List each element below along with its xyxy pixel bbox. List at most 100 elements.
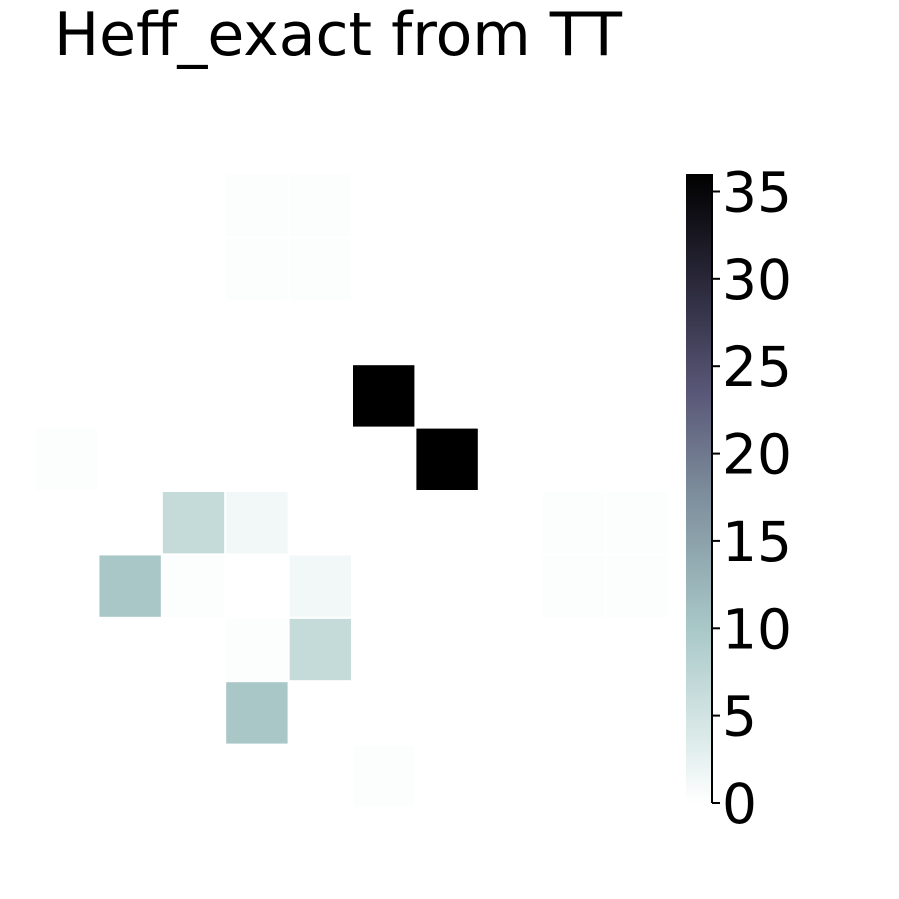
heatmap-cell bbox=[289, 301, 351, 364]
heatmap-cell bbox=[226, 682, 288, 744]
heatmap-cell bbox=[162, 555, 225, 617]
heatmap-cell bbox=[606, 492, 668, 554]
heatmap-cell bbox=[416, 492, 478, 554]
heatmap-cell bbox=[543, 428, 605, 490]
heatmap-cell bbox=[479, 238, 542, 300]
heatmap-cell bbox=[353, 618, 415, 681]
heatmap-cell bbox=[543, 365, 605, 427]
heatmap-cell bbox=[353, 428, 415, 490]
heatmap-cell bbox=[416, 301, 478, 364]
colorbar-tick-label: 30 bbox=[722, 248, 792, 312]
heatmap-cell bbox=[226, 238, 288, 300]
heatmap-cell bbox=[289, 428, 351, 490]
heatmap-cell bbox=[606, 238, 668, 300]
heatmap-cell bbox=[289, 618, 351, 681]
heatmap-cell bbox=[99, 682, 161, 744]
chart-title: Heff_exact from TT bbox=[54, 0, 623, 70]
heatmap-cell bbox=[543, 682, 605, 744]
heatmap-cell bbox=[606, 745, 668, 807]
heatmap-cell bbox=[162, 238, 225, 300]
heatmap-cell bbox=[353, 301, 415, 364]
heatmap-cell bbox=[162, 175, 225, 237]
heatmap-cell bbox=[99, 618, 161, 681]
heatmap-cell bbox=[99, 745, 161, 807]
heatmap-cell bbox=[479, 682, 542, 744]
colorbar bbox=[686, 174, 712, 803]
heatmap-cell bbox=[606, 365, 668, 427]
heatmap-cell bbox=[162, 365, 225, 427]
heatmap-cell bbox=[543, 238, 605, 300]
heatmap-cell bbox=[606, 618, 668, 681]
heatmap-cell bbox=[36, 365, 98, 427]
heatmap-cell bbox=[606, 175, 668, 237]
heatmap-cell bbox=[162, 428, 225, 490]
heatmap-cell bbox=[543, 175, 605, 237]
heatmap-cell bbox=[226, 618, 288, 681]
heatmap-cell bbox=[36, 745, 98, 807]
heatmap-cell bbox=[289, 682, 351, 744]
heatmap-cell bbox=[543, 555, 605, 617]
colorbar-tick-label: 25 bbox=[722, 335, 792, 399]
heatmap-cell bbox=[353, 492, 415, 554]
heatmap-cell bbox=[416, 682, 478, 744]
heatmap-cell bbox=[353, 745, 415, 807]
heatmap-cell bbox=[226, 365, 288, 427]
heatmap-cell bbox=[416, 428, 478, 490]
heatmap-cell bbox=[416, 618, 478, 681]
heatmap-cell bbox=[479, 745, 542, 807]
heatmap-cell bbox=[543, 745, 605, 807]
heatmap-cell bbox=[36, 618, 98, 681]
heatmap-cell bbox=[479, 618, 542, 681]
heatmap-cell bbox=[289, 555, 351, 617]
heatmap-cell bbox=[416, 745, 478, 807]
heatmap-cell bbox=[289, 745, 351, 807]
heatmap-cell bbox=[226, 745, 288, 807]
heatmap-cell bbox=[543, 618, 605, 681]
heatmap-cell bbox=[289, 365, 351, 427]
heatmap-cell bbox=[36, 301, 98, 364]
heatmap-cell bbox=[226, 301, 288, 364]
colorbar-tick-label: 15 bbox=[722, 510, 792, 574]
heatmap-cell bbox=[606, 682, 668, 744]
colorbar-tick-label: 5 bbox=[722, 685, 757, 749]
heatmap-cell bbox=[226, 428, 288, 490]
heatmap-cell bbox=[289, 238, 351, 300]
heatmap-cell bbox=[606, 301, 668, 364]
heatmap-cell bbox=[226, 555, 288, 617]
heatmap-cell bbox=[162, 301, 225, 364]
heatmap-cell bbox=[226, 492, 288, 554]
heatmap-cell bbox=[36, 682, 98, 744]
heatmap-cell bbox=[543, 301, 605, 364]
colorbar-tick-label: 10 bbox=[722, 597, 792, 661]
heatmap-cell bbox=[36, 428, 98, 490]
heatmap-cell bbox=[479, 492, 542, 554]
heatmap-cell bbox=[99, 492, 161, 554]
heatmap-cell bbox=[416, 238, 478, 300]
heatmap-cell bbox=[99, 175, 161, 237]
heatmap-cell bbox=[99, 555, 161, 617]
heatmap-cell bbox=[353, 682, 415, 744]
colorbar-ticks: 0 5 10 15 20 25 30 35 bbox=[712, 161, 792, 836]
heatmap-cell bbox=[479, 555, 542, 617]
heatmap-cell bbox=[543, 492, 605, 554]
heatmap-cell bbox=[162, 618, 225, 681]
heatmap-cell bbox=[416, 365, 478, 427]
heatmap-cell bbox=[99, 428, 161, 490]
colorbar-tick-label: 0 bbox=[722, 772, 757, 836]
heatmap-cell bbox=[162, 745, 225, 807]
heatmap-cell bbox=[479, 428, 542, 490]
heatmap-cell bbox=[162, 682, 225, 744]
heatmap-cell bbox=[99, 238, 161, 300]
heatmap-cell bbox=[353, 555, 415, 617]
colorbar-tick-label: 20 bbox=[722, 423, 792, 487]
heatmap-cell bbox=[606, 555, 668, 617]
heatmap-cell bbox=[353, 175, 415, 237]
heatmap-cell bbox=[36, 555, 98, 617]
heatmap-cell bbox=[353, 365, 415, 427]
heatmap-cell bbox=[36, 175, 98, 237]
heatmap-cell bbox=[416, 175, 478, 237]
heatmap-cells bbox=[36, 175, 668, 807]
heatmap-cell bbox=[606, 428, 668, 490]
heatmap-cell bbox=[99, 365, 161, 427]
